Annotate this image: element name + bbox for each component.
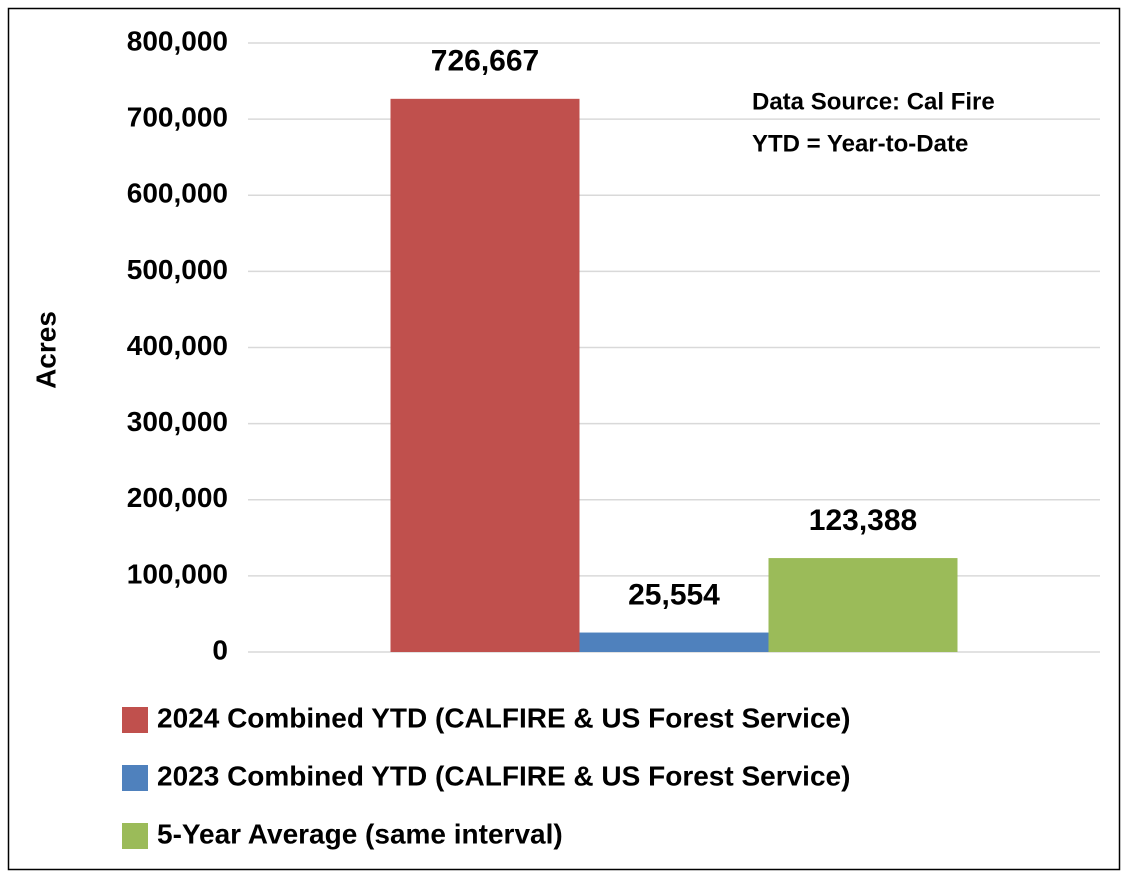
bar xyxy=(579,632,769,652)
annotation: YTD = Year-to-Date xyxy=(752,130,968,157)
legend-label: 5-Year Average (same interval) xyxy=(157,818,563,849)
legend-swatch xyxy=(122,823,148,849)
bar xyxy=(390,98,580,652)
value-label: 123,388 xyxy=(809,504,917,537)
y-tick-label: 300,000 xyxy=(127,406,228,437)
y-tick-label: 100,000 xyxy=(127,558,228,589)
legend-label: 2023 Combined YTD (CALFIRE & US Forest S… xyxy=(157,760,850,791)
value-label: 25,554 xyxy=(628,578,720,611)
value-label: 726,667 xyxy=(431,45,539,78)
y-tick-label: 600,000 xyxy=(127,178,228,209)
legend-label: 2024 Combined YTD (CALFIRE & US Forest S… xyxy=(157,702,850,733)
y-axis-label: Acres xyxy=(30,311,61,389)
y-tick-label: 800,000 xyxy=(127,25,228,56)
y-tick-label: 200,000 xyxy=(127,482,228,513)
y-tick-label: 700,000 xyxy=(127,102,228,133)
annotation: Data Source: Cal Fire xyxy=(752,88,995,115)
bar xyxy=(768,558,958,652)
legend-swatch xyxy=(122,707,148,733)
legend-swatch xyxy=(122,765,148,791)
y-tick-label: 500,000 xyxy=(127,254,228,285)
y-tick-label: 0 xyxy=(212,634,228,665)
y-tick-label: 400,000 xyxy=(127,330,228,361)
